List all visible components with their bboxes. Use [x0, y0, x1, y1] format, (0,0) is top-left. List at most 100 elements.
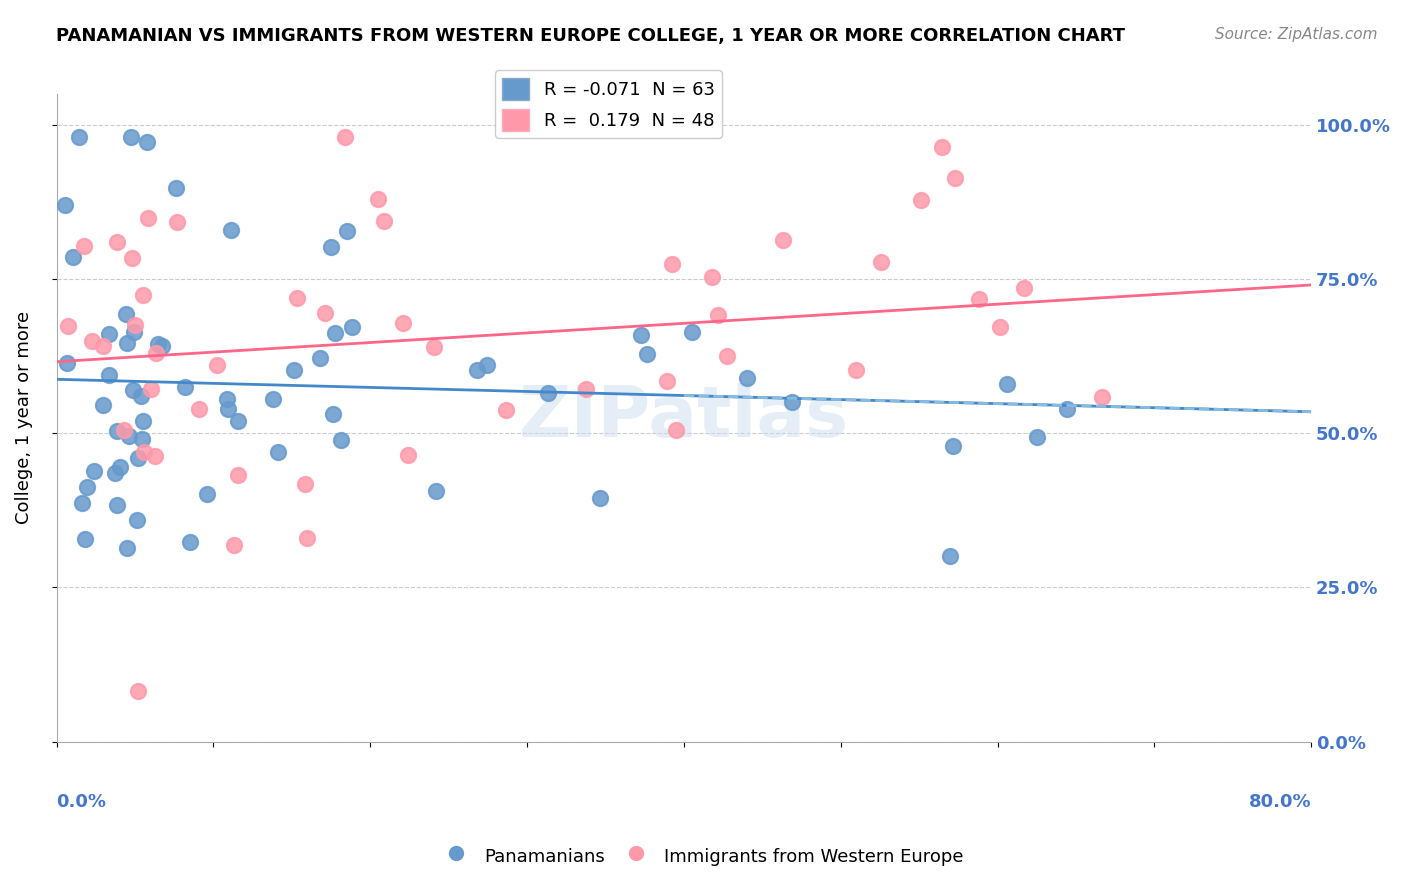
- Point: [221, 223, 243, 237]
- Point: [139, 382, 162, 396]
- Point: [1012, 281, 1035, 295]
- Point: [661, 256, 683, 270]
- Point: [91, 339, 114, 353]
- Point: [222, 538, 245, 552]
- Point: [97, 368, 120, 382]
- Point: [589, 491, 612, 505]
- Point: [73, 239, 96, 253]
- Point: [262, 392, 284, 407]
- Legend: R = -0.071  N = 63, R =  0.179  N = 48: R = -0.071 N = 63, R = 0.179 N = 48: [495, 70, 723, 138]
- Point: [118, 428, 141, 442]
- Point: [91, 398, 114, 412]
- Point: [129, 389, 152, 403]
- Point: [131, 432, 153, 446]
- Point: [340, 320, 363, 334]
- Point: [336, 224, 359, 238]
- Point: [942, 439, 965, 453]
- Point: [367, 192, 389, 206]
- Point: [124, 325, 146, 339]
- Point: [398, 448, 420, 462]
- Point: [166, 215, 188, 229]
- Point: [53, 197, 76, 211]
- Point: [323, 326, 346, 341]
- Text: Source: ZipAtlas.com: Source: ZipAtlas.com: [1215, 27, 1378, 42]
- Point: [995, 376, 1018, 391]
- Point: [132, 414, 155, 428]
- Point: [115, 335, 138, 350]
- Point: [73, 533, 96, 547]
- Point: [179, 535, 201, 549]
- Point: [870, 255, 893, 269]
- Point: [283, 362, 305, 376]
- Point: [333, 129, 356, 144]
- Point: [98, 327, 121, 342]
- Point: [127, 684, 149, 698]
- Point: [114, 306, 136, 320]
- Point: [82, 334, 104, 348]
- Point: [943, 171, 966, 186]
- Point: [681, 325, 703, 339]
- Point: [112, 423, 135, 437]
- Point: [136, 211, 159, 226]
- Point: [122, 384, 145, 398]
- Point: [83, 465, 105, 479]
- Point: [150, 339, 173, 353]
- Point: [127, 513, 149, 527]
- Point: [780, 395, 803, 409]
- Point: [1056, 402, 1078, 417]
- Point: [423, 340, 446, 354]
- Point: [330, 434, 353, 448]
- Point: [1025, 430, 1047, 444]
- Point: [707, 308, 730, 322]
- Point: [938, 549, 960, 563]
- Point: [319, 240, 342, 254]
- Point: [121, 251, 143, 265]
- Point: [700, 270, 723, 285]
- Y-axis label: College, 1 year or more: College, 1 year or more: [15, 311, 32, 524]
- Point: [267, 444, 290, 458]
- Point: [314, 306, 336, 320]
- Point: [226, 414, 249, 428]
- Point: [772, 234, 794, 248]
- Point: [217, 402, 239, 417]
- Point: [195, 486, 218, 500]
- Point: [295, 531, 318, 545]
- Point: [536, 386, 558, 401]
- Point: [146, 337, 169, 351]
- Point: [145, 346, 167, 360]
- Point: [373, 213, 395, 227]
- Text: 0.0%: 0.0%: [56, 794, 107, 812]
- Point: [475, 358, 498, 372]
- Point: [205, 359, 228, 373]
- Point: [104, 467, 127, 481]
- Point: [117, 541, 139, 555]
- Point: [105, 235, 128, 249]
- Point: [574, 382, 596, 396]
- Point: [67, 130, 90, 145]
- Point: [655, 374, 678, 388]
- Point: [127, 450, 149, 465]
- Point: [55, 356, 77, 370]
- Point: [120, 130, 142, 145]
- Text: ZIPatlas: ZIPatlas: [519, 384, 849, 452]
- Point: [969, 292, 991, 306]
- Point: [495, 402, 517, 417]
- Point: [425, 484, 447, 499]
- Point: [1091, 391, 1114, 405]
- Point: [188, 401, 211, 416]
- Point: [62, 250, 84, 264]
- Point: [56, 319, 79, 334]
- Point: [165, 180, 187, 194]
- Point: [173, 380, 195, 394]
- Point: [465, 363, 488, 377]
- Text: 80.0%: 80.0%: [1249, 794, 1312, 812]
- Point: [630, 328, 652, 343]
- Point: [309, 351, 332, 366]
- Point: [636, 346, 658, 360]
- Point: [392, 316, 415, 330]
- Point: [134, 444, 156, 458]
- Point: [931, 139, 953, 153]
- Point: [108, 459, 131, 474]
- Point: [988, 319, 1011, 334]
- Point: [132, 288, 155, 302]
